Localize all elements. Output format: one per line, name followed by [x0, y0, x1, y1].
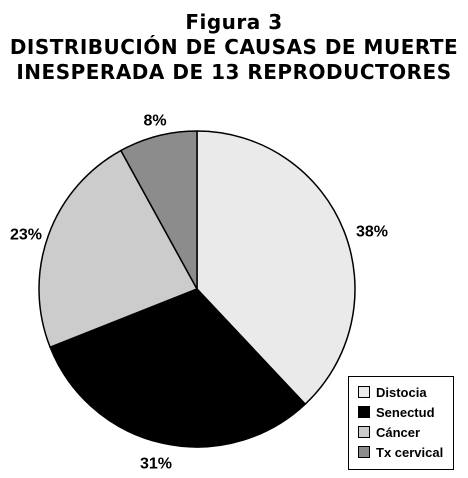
- pie-slice-distocia: [196, 130, 356, 405]
- legend-label: Tx cervical: [376, 444, 444, 460]
- legend-item-distocia: Distocia: [358, 382, 453, 402]
- legend-label: Senectud: [376, 404, 435, 420]
- legend-item-senectud: Senectud: [358, 402, 453, 422]
- legend-swatch: [358, 426, 370, 438]
- legend-item-tx-cervical: Tx cervical: [358, 442, 453, 462]
- pie-slice-senectud: [49, 288, 306, 448]
- slice-label-senectud: 31%: [140, 456, 172, 473]
- title-line-2: INESPERADA DE 13 REPRODUCTORES: [16, 60, 452, 84]
- legend-item-cancer: Cáncer: [358, 422, 453, 442]
- slice-label-distocia: 38%: [356, 224, 388, 241]
- legend-swatch: [358, 386, 370, 398]
- figure-number: Figura 3: [185, 10, 283, 34]
- legend-swatch: [358, 446, 370, 458]
- legend-label: Cáncer: [376, 424, 421, 440]
- title-line-1: DISTRIBUCIÓN DE CAUSAS DE MUERTE: [9, 35, 459, 59]
- pie-slice-tx-cervical: [120, 130, 198, 290]
- slice-label-tx-cervical: 8%: [143, 113, 166, 130]
- chart-title: Figura 3 DISTRIBUCIÓN DE CAUSAS DE MUERT…: [0, 10, 468, 85]
- legend: Distocia Senectud Cáncer Tx cervical: [348, 376, 454, 470]
- legend-swatch: [358, 406, 370, 418]
- pie-slice-cancer: [38, 149, 198, 348]
- slice-label-cancer: 23%: [10, 227, 42, 244]
- legend-label: Distocia: [376, 384, 427, 400]
